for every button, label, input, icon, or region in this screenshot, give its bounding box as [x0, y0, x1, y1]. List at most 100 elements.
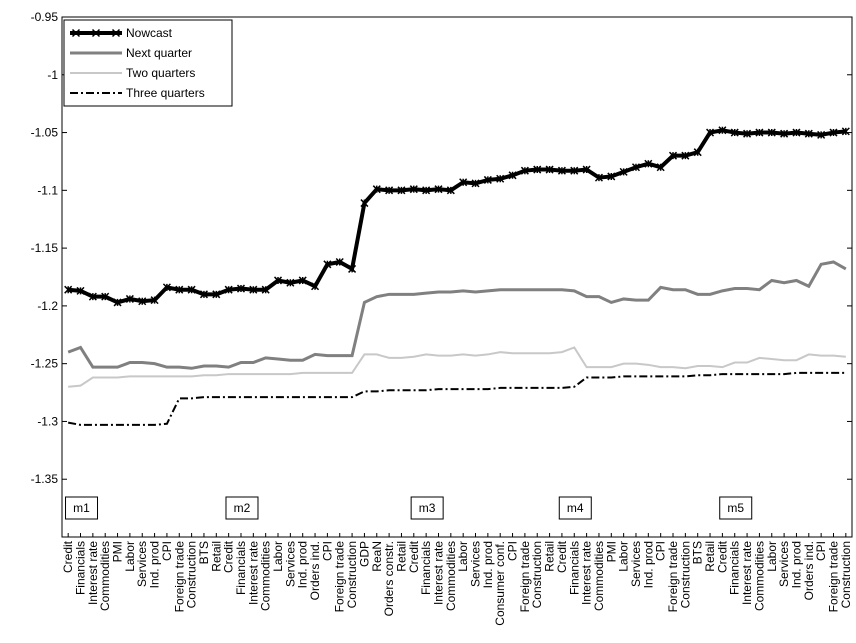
x-tick-label: Retail: [703, 541, 717, 572]
x-tick-label: Financials: [74, 541, 88, 595]
y-tick-label: -1.15: [31, 241, 59, 255]
x-tick-label: Services: [283, 541, 297, 587]
x-tick-label: Interest rate: [580, 541, 594, 605]
marker: [138, 297, 147, 306]
marker: [335, 257, 344, 267]
x-tick-label: Labor: [765, 541, 779, 572]
marker: [113, 298, 122, 307]
x-tick-label: CPI: [654, 541, 668, 561]
x-tick-label: Commodities: [444, 541, 458, 611]
marker: [187, 285, 196, 294]
y-tick-label: -1.35: [31, 472, 59, 486]
y-tick-label: -1.2: [37, 299, 58, 313]
x-tick-label: ReaN: [370, 541, 384, 572]
x-tick-label: Ind. prod: [296, 541, 310, 588]
marker: [162, 283, 171, 292]
x-tick-label: Interest rate: [86, 541, 100, 605]
marker: [792, 128, 801, 137]
marker: [755, 128, 764, 137]
x-tick-label: Commodities: [98, 541, 112, 611]
marker: [261, 285, 270, 294]
x-tick-label: BTS: [691, 541, 705, 564]
y-tick-label: -0.95: [31, 10, 59, 24]
marker: [496, 174, 505, 183]
marker: [459, 178, 468, 187]
x-tick-label: Credit: [555, 540, 569, 573]
annotation-box: [558, 496, 592, 520]
marker: [545, 165, 554, 174]
series-line: [67, 128, 847, 305]
marker: [483, 175, 492, 184]
annotation: m1: [73, 501, 90, 515]
y-tick-label: -1.3: [37, 414, 58, 428]
x-tick-label: Construction: [345, 541, 359, 608]
marker: [323, 260, 332, 269]
marker: [88, 292, 97, 301]
x-tick-label: Orders constr.: [382, 541, 396, 616]
x-tick-label: Financials: [419, 541, 433, 595]
marker: [743, 129, 752, 138]
marker: [175, 285, 184, 294]
marker: [644, 159, 653, 168]
x-tick-label: GDP: [357, 541, 371, 567]
marker: [706, 128, 715, 137]
x-tick-label: Labor: [456, 541, 470, 572]
x-tick-label: Labor: [271, 541, 285, 572]
x-tick-label: Interest rate: [246, 541, 260, 605]
marker: [150, 296, 159, 305]
x-tick-label: Foreign trade: [518, 541, 532, 613]
x-tick-label: Retail: [394, 541, 408, 572]
legend-label: Next quarter: [126, 46, 192, 60]
marker: [780, 129, 789, 138]
marker: [656, 163, 665, 172]
y-tick-label: -1: [47, 68, 58, 82]
marker: [718, 126, 727, 135]
x-tick-label: Foreign trade: [172, 541, 186, 613]
marker: [557, 166, 566, 175]
x-tick-label: Credit: [407, 540, 421, 573]
legend-label: Three quarters: [126, 86, 205, 100]
marker: [668, 151, 678, 160]
marker: [607, 172, 616, 181]
marker: [236, 284, 246, 293]
y-tick-label: -1.1: [37, 183, 58, 197]
marker: [804, 129, 813, 138]
x-tick-label: CPI: [320, 541, 334, 561]
x-tick-label: Labor: [123, 541, 137, 572]
x-tick-label: Foreign trade: [333, 541, 347, 613]
marker: [273, 276, 283, 285]
x-tick-label: Credit: [715, 540, 729, 573]
x-tick-label: Ind. prod: [148, 541, 162, 588]
x-tick-label: Credit: [61, 540, 75, 573]
marker: [348, 264, 357, 273]
x-tick-label: Ind. prod: [481, 541, 495, 588]
marker: [101, 292, 110, 301]
y-tick-label: -1.05: [31, 126, 59, 140]
y-tick-label: -1.25: [31, 357, 59, 371]
annotation-box: [410, 496, 444, 520]
marker: [125, 294, 134, 303]
x-tick-label: Foreign trade: [826, 541, 840, 613]
plot-frame: [61, 16, 853, 538]
x-tick-label: Interest rate: [740, 541, 754, 605]
marker: [434, 185, 443, 194]
x-tick-label: Construction: [185, 541, 199, 608]
marker: [298, 276, 307, 285]
marker: [829, 128, 838, 137]
series-line: [68, 346, 846, 388]
x-tick-label: Commodities: [592, 541, 606, 611]
x-tick-label: Services: [629, 541, 643, 587]
marker: [409, 185, 418, 194]
marker: [730, 128, 739, 137]
x-tick-label: Services: [777, 541, 791, 587]
x-tick-label: PMI: [604, 541, 618, 562]
marker: [619, 167, 628, 176]
series-line: [67, 260, 847, 370]
x-tick-label: Credit: [222, 540, 236, 573]
legend-label: Nowcast: [126, 26, 173, 40]
x-tick-label: Services: [135, 541, 149, 587]
x-tick-label: Construction: [839, 541, 853, 608]
annotation: m2: [234, 501, 251, 515]
legend-label: Two quarters: [126, 66, 195, 80]
